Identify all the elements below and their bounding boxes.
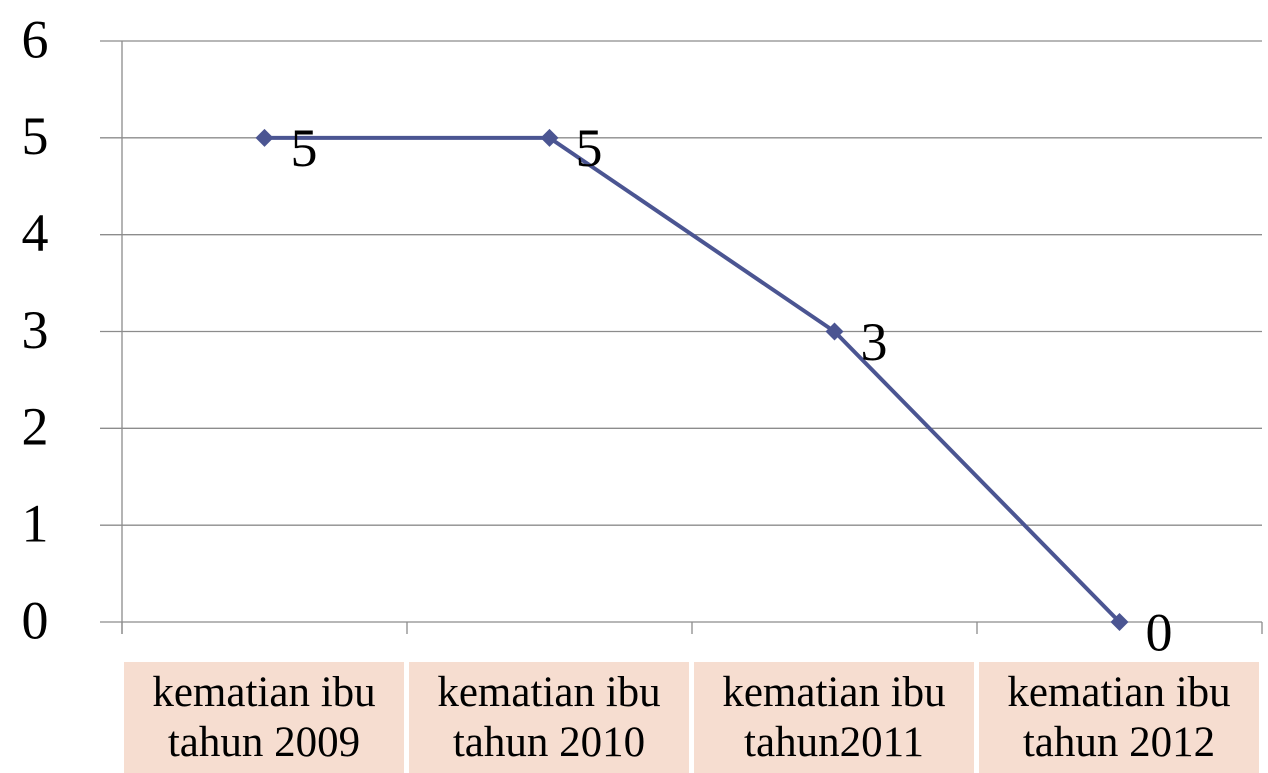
marker [825, 322, 844, 341]
data-label: 5 [576, 118, 603, 178]
x-tick-label: kematian ibu tahun 2012 [979, 662, 1259, 773]
marker [255, 128, 274, 147]
data-label: 0 [1146, 602, 1173, 662]
y-tick-label: 1 [22, 494, 49, 554]
y-tick-label: 4 [22, 203, 49, 263]
marker [540, 128, 559, 147]
x-tick-label: kematian ibu tahun2011 [694, 662, 974, 773]
line [264, 135, 1121, 624]
x-tick-label: kematian ibu tahun 2010 [409, 662, 689, 773]
y-tick-label: 3 [22, 300, 49, 360]
x-tick-label: kematian ibu tahun 2009 [124, 662, 404, 773]
y-tick-label: 6 [22, 9, 49, 69]
marker [1110, 613, 1129, 631]
y-tick-label: 5 [22, 106, 49, 166]
data-label: 3 [861, 312, 888, 372]
y-tick-label: 0 [22, 590, 49, 650]
y-tick-label: 2 [22, 397, 49, 457]
data-label: 5 [291, 118, 318, 178]
